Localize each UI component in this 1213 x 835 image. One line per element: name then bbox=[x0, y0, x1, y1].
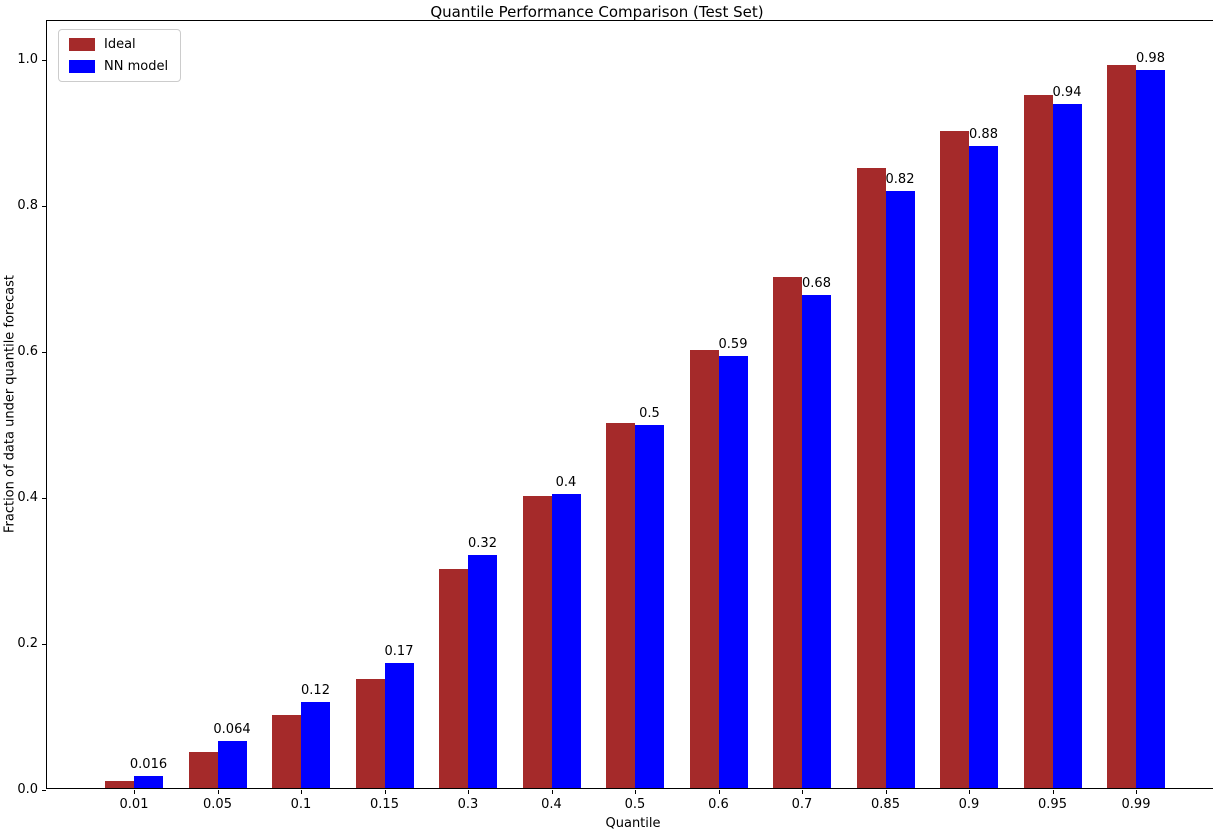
x-tick-label: 0.1 bbox=[290, 797, 312, 812]
x-tick bbox=[885, 790, 887, 794]
bar-value-label: 0.59 bbox=[718, 336, 748, 352]
bar-ideal bbox=[689, 350, 719, 788]
bar-nn-model bbox=[885, 190, 915, 788]
y-axis-label: Fraction of data under quantile forecast bbox=[2, 274, 18, 534]
legend-item: NN model bbox=[69, 59, 168, 74]
bar-ideal bbox=[940, 131, 969, 788]
y-tick bbox=[42, 498, 46, 499]
bar-ideal bbox=[606, 423, 635, 788]
x-tick bbox=[635, 790, 636, 794]
x-tick-label: 0.4 bbox=[541, 797, 562, 812]
bar-nn-model bbox=[635, 425, 664, 788]
x-tick-label: 0.9 bbox=[958, 797, 980, 812]
x-tick bbox=[969, 790, 970, 794]
y-tick-label: 0.6 bbox=[17, 344, 38, 359]
x-tick-label: 0.01 bbox=[119, 797, 149, 812]
chart-title: Quantile Performance Comparison (Test Se… bbox=[430, 3, 764, 21]
bar-ideal bbox=[856, 167, 886, 788]
bar-nn-model bbox=[1052, 104, 1082, 788]
x-tick-label: 0.15 bbox=[370, 797, 399, 812]
bar-ideal bbox=[1107, 65, 1136, 788]
legend-label: Ideal bbox=[104, 37, 136, 52]
bar-value-label: 0.17 bbox=[384, 644, 414, 660]
bar-value-label: 0.98 bbox=[1136, 50, 1165, 66]
bar-value-label: 0.94 bbox=[1052, 85, 1082, 100]
bar-value-label: 0.12 bbox=[301, 682, 330, 698]
x-tick bbox=[134, 790, 135, 794]
x-tick-label: 0.6 bbox=[708, 797, 729, 812]
bar-value-label: 0.82 bbox=[885, 171, 915, 187]
x-tick-label: 0.7 bbox=[791, 797, 813, 812]
x-tick bbox=[301, 790, 302, 794]
bar-nn-model bbox=[802, 294, 831, 788]
x-tick bbox=[718, 790, 720, 794]
bar-value-label: 0.68 bbox=[802, 275, 831, 291]
bar-ideal bbox=[188, 751, 218, 788]
x-tick-label: 0.85 bbox=[871, 797, 900, 812]
x-tick-label: 0.5 bbox=[624, 797, 646, 812]
bar-nn-model bbox=[217, 741, 247, 788]
x-tick bbox=[468, 790, 469, 794]
bar-value-label: 0.016 bbox=[129, 757, 168, 773]
x-tick bbox=[1052, 790, 1054, 794]
bar-nn-model bbox=[301, 701, 330, 788]
y-tick-label: 0.4 bbox=[17, 490, 38, 505]
x-tick bbox=[551, 790, 553, 794]
bar-value-label: 0.5 bbox=[639, 406, 660, 422]
x-tick bbox=[802, 790, 803, 794]
bar-ideal bbox=[522, 496, 552, 788]
bar-value-label: 0.88 bbox=[969, 127, 998, 143]
legend-swatch-ideal bbox=[69, 38, 95, 51]
bar-nn-model bbox=[1136, 69, 1165, 788]
x-axis-label: Quantile bbox=[605, 816, 661, 831]
bar-nn-model bbox=[969, 146, 998, 788]
bar-ideal bbox=[105, 780, 134, 788]
bar-value-label: 0.32 bbox=[468, 536, 497, 552]
y-tick-label: 1.0 bbox=[17, 52, 38, 67]
x-tick-label: 0.95 bbox=[1038, 797, 1067, 812]
bar-ideal bbox=[272, 715, 301, 788]
bar-nn-model bbox=[718, 355, 748, 788]
bar-value-label: 0.4 bbox=[555, 474, 577, 490]
x-tick-label: 0.3 bbox=[457, 797, 479, 812]
x-tick-label: 0.99 bbox=[1121, 797, 1151, 812]
x-tick bbox=[384, 790, 386, 794]
bar-ideal bbox=[355, 678, 385, 788]
y-tick bbox=[42, 60, 46, 61]
y-tick-label: 0.2 bbox=[17, 636, 38, 651]
legend: Ideal NN model bbox=[58, 29, 182, 82]
bar-nn-model bbox=[384, 663, 414, 788]
x-tick-label: 0.05 bbox=[203, 797, 232, 812]
x-tick bbox=[217, 790, 219, 794]
y-tick-label: 0.8 bbox=[17, 198, 38, 213]
legend-label: NN model bbox=[104, 59, 169, 74]
y-tick bbox=[42, 644, 46, 645]
bar-value-label: 0.064 bbox=[213, 722, 251, 738]
y-tick-label: 0.0 bbox=[17, 782, 38, 797]
bar-ideal bbox=[1023, 94, 1053, 788]
bar-nn-model bbox=[551, 493, 581, 788]
legend-swatch-nn-model bbox=[69, 60, 95, 73]
y-tick bbox=[42, 206, 46, 207]
y-tick bbox=[42, 790, 46, 791]
y-tick bbox=[42, 352, 46, 353]
bar-nn-model bbox=[134, 776, 163, 788]
bar-nn-model bbox=[468, 555, 497, 788]
bar-ideal bbox=[439, 569, 468, 788]
x-tick bbox=[1136, 790, 1137, 794]
bar-ideal bbox=[773, 277, 802, 788]
legend-item: Ideal bbox=[69, 37, 168, 52]
plot-area: Ideal NN model 0.016 0.01 0.064 0.05 0.12 0.1 0… bbox=[17, 20, 1213, 812]
